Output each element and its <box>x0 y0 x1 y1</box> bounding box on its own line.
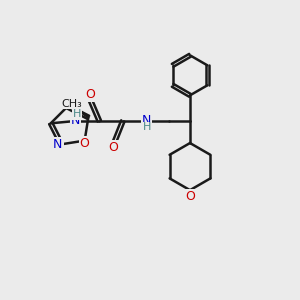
Text: O: O <box>80 137 90 150</box>
Text: H: H <box>143 122 151 132</box>
Text: H: H <box>72 110 81 119</box>
Text: O: O <box>85 88 95 101</box>
Text: O: O <box>108 141 118 154</box>
Text: O: O <box>185 190 195 202</box>
Text: N: N <box>53 138 63 151</box>
Text: CH₃: CH₃ <box>61 98 82 109</box>
Text: N: N <box>142 115 151 128</box>
Text: N: N <box>71 114 80 127</box>
